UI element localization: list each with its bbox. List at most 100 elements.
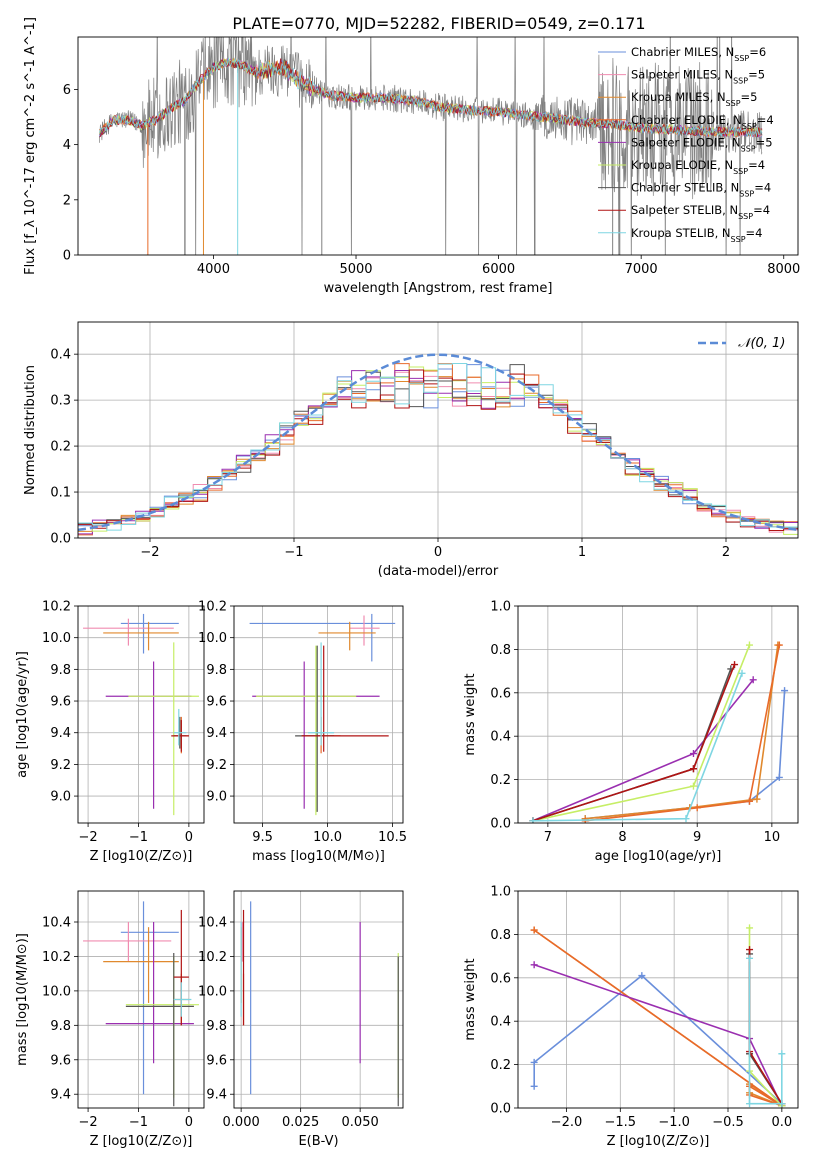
x-tick-label: −1 [129, 830, 148, 845]
massweight-vs-age-panel: 7 8 9 10 0.0 0.2 0.4 0.6 0.8 1.0 age [log10(age/yr… [463, 600, 799, 864]
spectrum-legend: Chabrier MILES, NSSP=6 Salpeter MILES, NS… [598, 45, 774, 243]
y-tick-label: 10.2 [42, 600, 71, 615]
y-tick-label: 0.4 [50, 348, 71, 363]
y-tick-label: 9.6 [50, 695, 71, 710]
mass-vs-ebv-plot-area [240, 901, 399, 1107]
age-vs-mass-panel: 9.5 10.0 10.5 9.0 9.2 9.4 9.6 9.8 10.0 10.2 mass [… [198, 600, 407, 865]
y-tick-label: 0.2 [490, 1058, 511, 1073]
data-point-marker [529, 817, 537, 823]
y-tick-label: 9.8 [206, 663, 227, 678]
data-point-marker [689, 782, 697, 790]
x-tick-label: 0.050 [342, 1115, 379, 1130]
axes-frame [233, 890, 404, 1109]
y-tick-label: 9.8 [50, 663, 71, 678]
y-tick-label: 4 [63, 138, 71, 153]
y-axis-label: mass weight [463, 958, 478, 1040]
x-axis-label: Z [log10(Z/Z⊙)] [90, 1134, 193, 1149]
axes-frame [233, 605, 404, 824]
x-tick-label: −0.5 [712, 1115, 744, 1130]
legend-label: Chabrier MILES, NSSP=6 [631, 45, 766, 63]
x-axis-label: age [log10(age/yr)] [595, 849, 722, 864]
weight-line-chabrier-elodie [533, 929, 783, 1107]
figure-title: PLATE=0770, MJD=52282, FIBERID=0549, z=0… [232, 14, 645, 33]
data-point-marker [745, 797, 753, 805]
x-tick-label: 10.5 [378, 830, 407, 845]
x-tick-label: 0.000 [223, 1115, 260, 1130]
data-point-marker [778, 1100, 786, 1108]
y-tick-label: 0 [63, 249, 71, 264]
massweight-vs-z-plot-area [530, 924, 786, 1108]
legend-label: Chabrier STELIB, NSSP=4 [631, 181, 771, 199]
y-tick-label: 9.6 [206, 1053, 227, 1068]
mass-vs-ebv-panel: 0.000 0.025 0.050 9.4 9.6 9.8 10.0 10.2 10.4 E(B-… [198, 890, 404, 1149]
histogram-legend: 𝒩(0, 1) [698, 336, 785, 351]
data-point-marker [530, 1082, 538, 1090]
mass-vs-z-panel: −2 −1 0 9.4 9.6 9.8 10.0 10.2 10.4 Z [log10(Z/Z⊙)… [15, 890, 205, 1149]
x-tick-label: −1.5 [605, 1115, 637, 1130]
y-tick-label: 0.0 [490, 1102, 511, 1117]
x-tick-label: −2 [78, 1115, 97, 1130]
weight-line-salpeter-stelib [532, 664, 736, 822]
x-tick-label: 2 [722, 545, 730, 560]
y-tick-label: 9.4 [206, 1088, 227, 1103]
data-point-marker [731, 661, 739, 669]
weight-line-chabrier-stelib [748, 953, 783, 1105]
data-point-marker [775, 641, 783, 649]
y-axis-label: Normed distribution [23, 365, 38, 495]
y-tick-label: 0.8 [490, 928, 511, 943]
axes-frame [77, 36, 799, 256]
y-tick-label: 9.4 [50, 1088, 71, 1103]
y-tick-label: 1.0 [490, 885, 511, 900]
y-axis-label: Flux [f_λ 10^-17 erg cm^-2 s^-1 A^-1] [23, 17, 38, 275]
y-tick-label: 0.8 [490, 643, 511, 658]
y-axis-label: mass weight [463, 673, 478, 755]
normal-distribution-curve [78, 353, 798, 532]
y-tick-label: 9.4 [206, 726, 227, 741]
histogram-kroupa-stelib [78, 363, 798, 531]
x-tick-label: −1.0 [658, 1115, 690, 1130]
x-tick-label: −1 [284, 545, 303, 560]
x-axis-label: E(B-V) [298, 1134, 338, 1149]
x-tick-label: 0 [185, 830, 193, 845]
weight-line-salpeter-elodie [533, 964, 783, 1107]
model-spectrum-kroupa-stelib [99, 57, 763, 137]
x-tick-label: 0.0 [772, 1115, 793, 1130]
data-point-marker [530, 961, 538, 969]
y-tick-label: 9.0 [206, 790, 227, 805]
data-point-marker [530, 926, 538, 934]
age-vs-z-plot-area [83, 613, 199, 816]
axes-frame [77, 321, 799, 539]
y-axis-label: mass [log10(M/M⊙)] [15, 933, 30, 1066]
y-tick-label: 0.6 [490, 971, 511, 986]
x-tick-label: 8 [618, 830, 626, 845]
y-tick-label: 10.2 [42, 950, 71, 965]
massweight-vs-z-panel: −2.0 −1.5 −1.0 −0.5 0.0 0.0 0.2 0.4 0.6 0.8 1.0 Z [… [463, 885, 799, 1149]
data-point-marker [689, 750, 697, 758]
spectrum-plot-area [99, 37, 763, 255]
massweight-vs-age-plot-area [529, 641, 789, 823]
y-tick-label: 9.2 [206, 758, 227, 773]
x-tick-label: 9.5 [252, 830, 273, 845]
y-tick-label: 0.6 [490, 686, 511, 701]
legend-label: Salpeter STELIB, NSSP=4 [631, 203, 770, 221]
axes-frame [517, 890, 799, 1109]
data-point-marker [530, 1058, 538, 1066]
x-tick-label: 0 [185, 1115, 193, 1130]
y-tick-label: 0.4 [490, 1015, 511, 1030]
age-vs-mass-plot-area [249, 613, 396, 816]
data-point-marker [749, 676, 757, 684]
y-tick-label: 10.0 [42, 631, 71, 646]
data-point-marker [738, 669, 746, 677]
weight-line-kroupa-stelib [748, 958, 783, 1105]
weight-line-chabrier-elodie [585, 644, 781, 822]
data-point-marker [745, 641, 753, 649]
x-tick-label: 8000 [767, 262, 800, 277]
mass-vs-z-plot-area [83, 901, 199, 1107]
y-tick-label: 10.0 [42, 984, 71, 999]
y-tick-label: 10.0 [198, 631, 227, 646]
x-tick-label: 10.0 [313, 830, 342, 845]
residual-histogram-panel: −2 −1 0 1 2 0.0 0.1 0.2 0.3 0.4 (data-model)/error… [23, 321, 799, 579]
x-tick-label: −2 [140, 545, 159, 560]
age-vs-z-panel: −2 −1 0 9.0 9.2 9.4 9.6 9.8 10.0 10.2 Z [log10(Z/Z… [15, 600, 205, 864]
x-tick-label: 0 [434, 545, 442, 560]
